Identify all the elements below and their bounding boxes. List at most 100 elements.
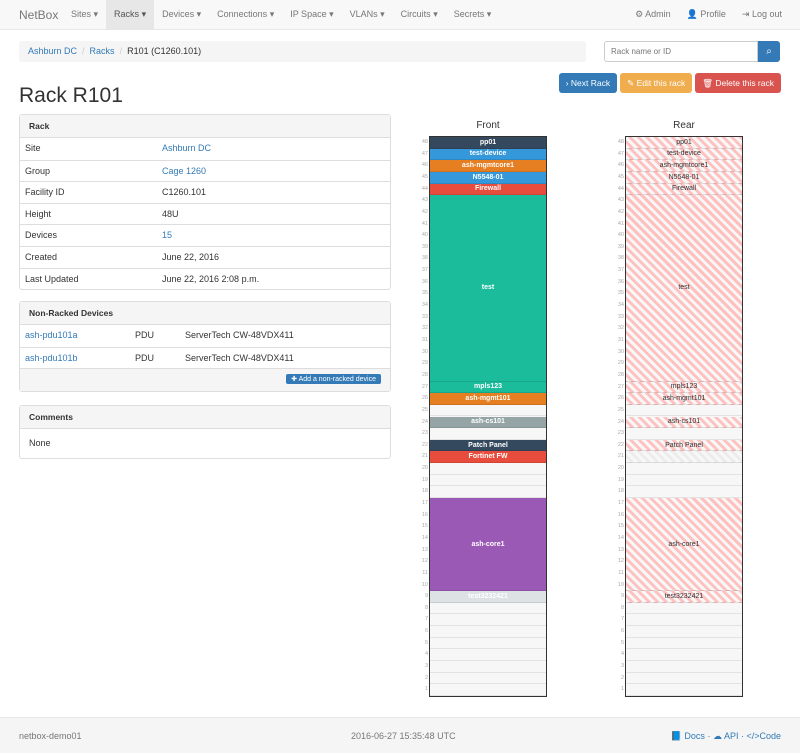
unit-number: 38	[421, 255, 428, 262]
rack-device[interactable]: mpls123	[430, 381, 546, 394]
gear-icon: ⚙	[635, 9, 646, 19]
docs-label: Docs	[684, 731, 705, 741]
rack-device[interactable]: ash-mgmt101	[626, 393, 742, 405]
add-nonracked-button[interactable]: ✚ Add a non-racked device	[286, 374, 381, 385]
logout-link[interactable]: ⇥ Log out	[742, 0, 782, 29]
search-input[interactable]	[604, 41, 758, 62]
rack-unit[interactable]	[626, 626, 742, 638]
rack-unit[interactable]	[626, 661, 742, 673]
rack-device[interactable]: ash-core1	[626, 498, 742, 592]
rack-device[interactable]: test3232421	[430, 591, 546, 603]
menu-secrets[interactable]: Secrets ▾	[446, 0, 500, 29]
rack-unit[interactable]	[430, 463, 546, 475]
device-link[interactable]: ash-pdu101b	[25, 352, 78, 363]
rack-unit[interactable]	[430, 649, 546, 662]
comments-body: None	[29, 438, 51, 448]
unit-number: 10	[421, 581, 428, 588]
rack-device[interactable]: ash-cs101	[626, 416, 742, 429]
rack-unit[interactable]	[626, 673, 742, 685]
rack-device[interactable]: test-device	[626, 148, 742, 161]
unit-number: 22	[421, 441, 428, 448]
rack-unit[interactable]	[626, 428, 742, 440]
menu-circuits[interactable]: Circuits ▾	[393, 0, 446, 29]
rack-unit[interactable]	[430, 673, 546, 685]
menu-label: Sites	[71, 9, 92, 19]
rack-unit[interactable]	[626, 638, 742, 650]
menu-racks[interactable]: Racks ▾	[106, 0, 155, 29]
rack-device[interactable]: Firewall	[626, 183, 742, 196]
unit-number: 23	[421, 430, 428, 437]
rack-unit[interactable]	[430, 405, 546, 417]
rack-unit[interactable]	[430, 684, 546, 696]
search-button[interactable]: ⌕	[758, 41, 780, 62]
rack-unit[interactable]	[430, 661, 546, 673]
rack-unit[interactable]	[430, 638, 546, 650]
footer-time: 2016-06-27 15:35:48 UTC	[351, 731, 456, 741]
delete-rack-button[interactable]: 🗑 Delete this rack	[695, 73, 781, 93]
code-link[interactable]: </>Code	[746, 731, 781, 741]
docs-link[interactable]: 📘 Docs	[670, 731, 705, 741]
rack-device[interactable]: ash-mgmtcore1	[626, 160, 742, 172]
rack-unit[interactable]	[626, 463, 742, 475]
rack-device[interactable]: N5548-01	[430, 171, 546, 184]
rack-device[interactable]: ash-mgmtcore1	[430, 160, 546, 172]
attr-value[interactable]: Ashburn DC	[162, 143, 212, 153]
rack-rear: pp01 test-device ash-mgmtcore1 N5548-01 Fire…	[625, 136, 743, 697]
rack-unit[interactable]	[430, 603, 546, 615]
device-link[interactable]: ash-pdu101a	[25, 330, 78, 340]
attr-value: June 22, 2016	[162, 251, 220, 262]
panel-heading: Rack	[20, 115, 390, 138]
admin-link[interactable]: ⚙ Admin	[635, 0, 671, 29]
edit-rack-button[interactable]: ✎ Edit this rack	[620, 73, 693, 93]
rack-device[interactable]: pp01	[626, 137, 742, 149]
rack-unit[interactable]	[430, 475, 546, 487]
rack-unit[interactable]	[430, 614, 546, 627]
rack-device[interactable]: ash-mgmt101	[430, 393, 546, 405]
rack-device[interactable]: test	[626, 195, 742, 382]
rack-attr-row: Height 48U	[20, 202, 390, 225]
rack-unit[interactable]	[626, 405, 742, 417]
rack-unit[interactable]	[626, 475, 742, 487]
unit-number: 36	[617, 278, 624, 285]
menu-vlans[interactable]: VLANs ▾	[342, 0, 393, 29]
rack-device[interactable]: mpls123	[626, 381, 742, 394]
attr-value[interactable]: Cage 1260	[162, 165, 207, 176]
rack-unit[interactable]	[626, 486, 742, 499]
rack-device[interactable]: test	[430, 195, 546, 382]
rack-device[interactable]: ash-cs101	[430, 416, 546, 429]
attr-value[interactable]: 15	[162, 230, 173, 241]
rack-device[interactable]: Fortinet FW	[430, 451, 546, 464]
menu-sites[interactable]: Sites ▾	[63, 0, 106, 29]
menu-ip-space[interactable]: IP Space ▾	[282, 0, 341, 29]
rack-unit[interactable]	[430, 428, 546, 440]
rack-device[interactable]: test-device	[430, 148, 546, 161]
unit-number: 28	[617, 371, 624, 378]
api-link[interactable]: ☁ API	[712, 731, 739, 741]
rack-device[interactable]: ash-core1	[430, 498, 546, 592]
brand-logo[interactable]: NetBox	[19, 8, 59, 22]
rack-attr-row: Last Updated June 22, 2016 2:08 p.m.	[20, 267, 390, 290]
rack-device[interactable]: pp01	[430, 137, 546, 149]
menu-connections[interactable]: Connections ▾	[209, 0, 282, 29]
rack-device[interactable]: test3232421	[626, 591, 742, 603]
rack-unit[interactable]	[626, 649, 742, 662]
rack-device[interactable]: Patch Panel	[626, 439, 742, 452]
add-label: Add a non-racked device	[298, 376, 376, 384]
rack-device[interactable]	[626, 451, 742, 464]
rack-device[interactable]: N5548-01	[626, 171, 742, 184]
breadcrumb-racks[interactable]: Racks	[89, 46, 115, 56]
rack-unit[interactable]	[626, 684, 742, 696]
rack-unit[interactable]	[430, 486, 546, 499]
rack-unit[interactable]	[626, 603, 742, 615]
rack-unit[interactable]	[430, 626, 546, 638]
rack-device[interactable]: Patch Panel	[430, 439, 546, 452]
unit-number: 36	[421, 278, 428, 285]
menu-devices[interactable]: Devices ▾	[154, 0, 209, 29]
unit-number: 30	[421, 348, 428, 355]
profile-link[interactable]: 👤 Profile	[687, 0, 726, 29]
rack-device[interactable]: Firewall	[430, 183, 546, 196]
next-rack-button[interactable]: › Next Rack	[558, 73, 618, 93]
breadcrumb-site[interactable]: Ashburn DC	[28, 46, 78, 56]
caret-down-icon: ▾	[91, 9, 99, 19]
rack-unit[interactable]	[626, 614, 742, 627]
